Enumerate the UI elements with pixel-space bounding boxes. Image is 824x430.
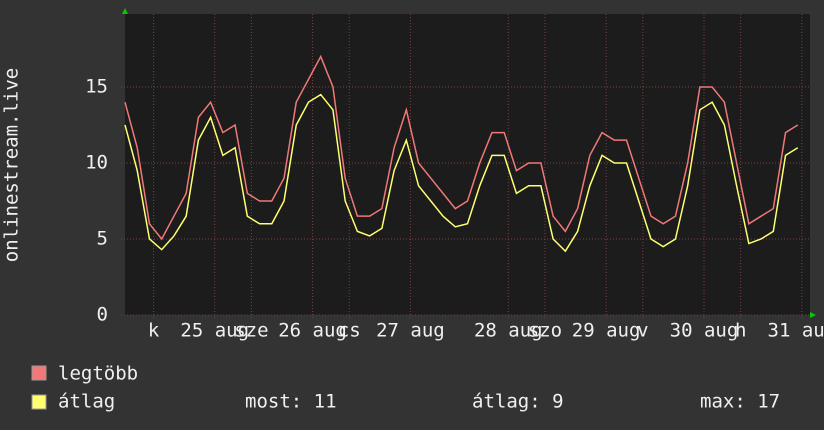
stat: most: 11 (245, 391, 337, 413)
x-tick-label: v (637, 320, 648, 342)
x-tick-label: h (735, 320, 746, 342)
x-tick-label: 27 aug (376, 320, 445, 342)
legend-swatch (31, 394, 47, 410)
axis-arrow (122, 8, 128, 14)
x-tick-label: k (148, 320, 160, 342)
x-tick-label: 30 aug (670, 320, 739, 342)
series-line (124, 54, 799, 241)
x-tick-label: 26 aug (278, 320, 347, 342)
y-tick-label: 15 (85, 75, 108, 97)
axis-arrow (810, 312, 816, 318)
plot-area (125, 14, 810, 315)
stat: átlag: 9 (472, 391, 564, 413)
stat: max: 17 (700, 391, 780, 413)
legend-label: átlag (58, 391, 115, 413)
legend-label: legtöbb (58, 363, 138, 385)
y-tick-label: 5 (97, 227, 108, 249)
x-tick-label: 31 aug (768, 320, 824, 342)
legend-swatch (31, 365, 47, 381)
series-line (124, 93, 799, 253)
x-tick-label: 29 aug (572, 320, 641, 342)
y-tick-label: 0 (97, 304, 108, 326)
x-tick-label: 25 aug (180, 320, 249, 342)
y-axis-label: onlinestream.live (1, 68, 23, 262)
x-tick-label: 28 aug (474, 320, 543, 342)
x-tick-label: sze (234, 320, 268, 342)
x-tick-label: cs (338, 320, 361, 342)
x-tick-label: szo (528, 320, 562, 342)
y-tick-label: 10 (85, 151, 108, 173)
